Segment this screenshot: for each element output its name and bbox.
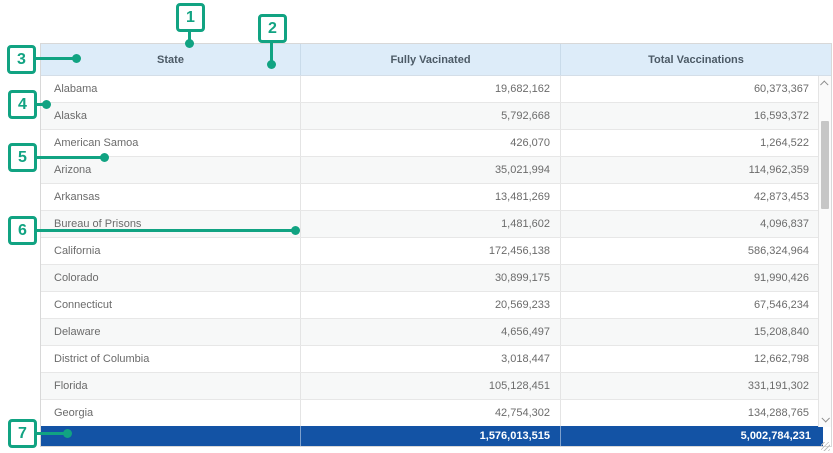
state-cell: Florida bbox=[41, 373, 301, 399]
value-cell: 586,324,964 bbox=[561, 238, 831, 264]
value-cell: 1,481,602 bbox=[301, 211, 561, 237]
table-row[interactable]: Arkansas13,481,26942,873,453 bbox=[41, 184, 831, 211]
table-row[interactable]: Delaware4,656,49715,208,840 bbox=[41, 319, 831, 346]
scroll-down-button[interactable] bbox=[819, 413, 831, 425]
table-row[interactable]: Colorado30,899,17591,990,426 bbox=[41, 265, 831, 292]
state-cell: Arkansas bbox=[41, 184, 301, 210]
value-cell: 16,593,372 bbox=[561, 103, 831, 129]
table-row[interactable]: Georgia42,754,302134,288,765 bbox=[41, 400, 831, 427]
total-state-cell bbox=[41, 426, 301, 446]
value-cell: 42,873,453 bbox=[561, 184, 831, 210]
table-row[interactable]: Alaska5,792,66816,593,372 bbox=[41, 103, 831, 130]
callout-7-dot bbox=[63, 429, 72, 438]
value-cell: 134,288,765 bbox=[561, 400, 831, 426]
chevron-down-icon bbox=[821, 414, 829, 422]
state-cell: Colorado bbox=[41, 265, 301, 291]
state-cell: Alabama bbox=[41, 76, 301, 102]
value-cell: 35,021,994 bbox=[301, 157, 561, 183]
callout-3-dot bbox=[72, 54, 81, 63]
value-cell: 114,962,359 bbox=[561, 157, 831, 183]
table-row[interactable]: Connecticut20,569,23367,546,234 bbox=[41, 292, 831, 319]
scroll-up-button[interactable] bbox=[819, 78, 831, 90]
table-body: Alabama19,682,16260,373,367Alaska5,792,6… bbox=[41, 76, 831, 427]
value-cell: 3,018,447 bbox=[301, 346, 561, 372]
state-cell: California bbox=[41, 238, 301, 264]
value-cell: 15,208,840 bbox=[561, 319, 831, 345]
column-header-total-vaccinations[interactable]: Total Vaccinations bbox=[561, 44, 831, 75]
dashboard-table-view: State Fully Vacinated Total Vaccinations… bbox=[0, 0, 833, 453]
value-cell: 5,792,668 bbox=[301, 103, 561, 129]
callout-5-dot bbox=[100, 153, 109, 162]
value-cell: 60,373,367 bbox=[561, 76, 831, 102]
value-cell: 30,899,175 bbox=[301, 265, 561, 291]
state-cell: Alaska bbox=[41, 103, 301, 129]
callout-4: 4 bbox=[8, 90, 37, 119]
table-header: State Fully Vacinated Total Vaccinations bbox=[41, 44, 831, 76]
table-row[interactable]: California172,456,138586,324,964 bbox=[41, 238, 831, 265]
callout-2-stem bbox=[270, 42, 273, 62]
vaccinations-table: State Fully Vacinated Total Vaccinations… bbox=[40, 43, 832, 447]
total-vaccinations: 5,002,784,231 bbox=[561, 426, 823, 446]
table-row[interactable]: American Samoa426,0701,264,522 bbox=[41, 130, 831, 157]
value-cell: 20,569,233 bbox=[301, 292, 561, 318]
state-cell: Delaware bbox=[41, 319, 301, 345]
value-cell: 67,546,234 bbox=[561, 292, 831, 318]
table-row[interactable]: Bureau of Prisons1,481,6024,096,837 bbox=[41, 211, 831, 238]
value-cell: 426,070 bbox=[301, 130, 561, 156]
value-cell: 13,481,269 bbox=[301, 184, 561, 210]
value-cell: 12,662,798 bbox=[561, 346, 831, 372]
callout-6: 6 bbox=[8, 216, 37, 245]
value-cell: 91,990,426 bbox=[561, 265, 831, 291]
callout-6-dot bbox=[291, 226, 300, 235]
callout-1-dot bbox=[185, 39, 194, 48]
table-row[interactable]: Alabama19,682,16260,373,367 bbox=[41, 76, 831, 103]
scrollbar-thumb[interactable] bbox=[821, 121, 829, 209]
callout-5-stem bbox=[37, 156, 104, 159]
callout-6-stem bbox=[37, 229, 295, 232]
callout-5: 5 bbox=[8, 143, 37, 172]
value-cell: 172,456,138 bbox=[301, 238, 561, 264]
callout-3-stem bbox=[36, 57, 76, 60]
value-cell: 42,754,302 bbox=[301, 400, 561, 426]
value-cell: 4,656,497 bbox=[301, 319, 561, 345]
vertical-scrollbar[interactable] bbox=[818, 76, 831, 427]
value-cell: 1,264,522 bbox=[561, 130, 831, 156]
callout-2: 2 bbox=[258, 14, 287, 43]
state-cell: Bureau of Prisons bbox=[41, 211, 301, 237]
table-row[interactable]: District of Columbia3,018,44712,662,798 bbox=[41, 346, 831, 373]
value-cell: 19,682,162 bbox=[301, 76, 561, 102]
callout-2-dot bbox=[267, 60, 276, 69]
table-row[interactable]: Florida105,128,451331,191,302 bbox=[41, 373, 831, 400]
table-row[interactable]: Arizona35,021,994114,962,359 bbox=[41, 157, 831, 184]
value-cell: 4,096,837 bbox=[561, 211, 831, 237]
state-cell: Connecticut bbox=[41, 292, 301, 318]
state-cell: Arizona bbox=[41, 157, 301, 183]
callout-7: 7 bbox=[8, 419, 37, 448]
value-cell: 105,128,451 bbox=[301, 373, 561, 399]
total-row: 1,576,013,515 5,002,784,231 bbox=[41, 426, 823, 446]
state-cell: Georgia bbox=[41, 400, 301, 426]
callout-4-dot bbox=[42, 100, 51, 109]
column-header-fully-vacinated[interactable]: Fully Vacinated bbox=[301, 44, 561, 75]
value-cell: 331,191,302 bbox=[561, 373, 831, 399]
state-cell: American Samoa bbox=[41, 130, 301, 156]
resize-grip-icon[interactable] bbox=[821, 442, 830, 451]
total-fully-vacinated: 1,576,013,515 bbox=[301, 426, 561, 446]
callout-1: 1 bbox=[176, 3, 205, 32]
callout-3: 3 bbox=[7, 45, 36, 74]
state-cell: District of Columbia bbox=[41, 346, 301, 372]
chevron-up-icon bbox=[820, 80, 828, 88]
